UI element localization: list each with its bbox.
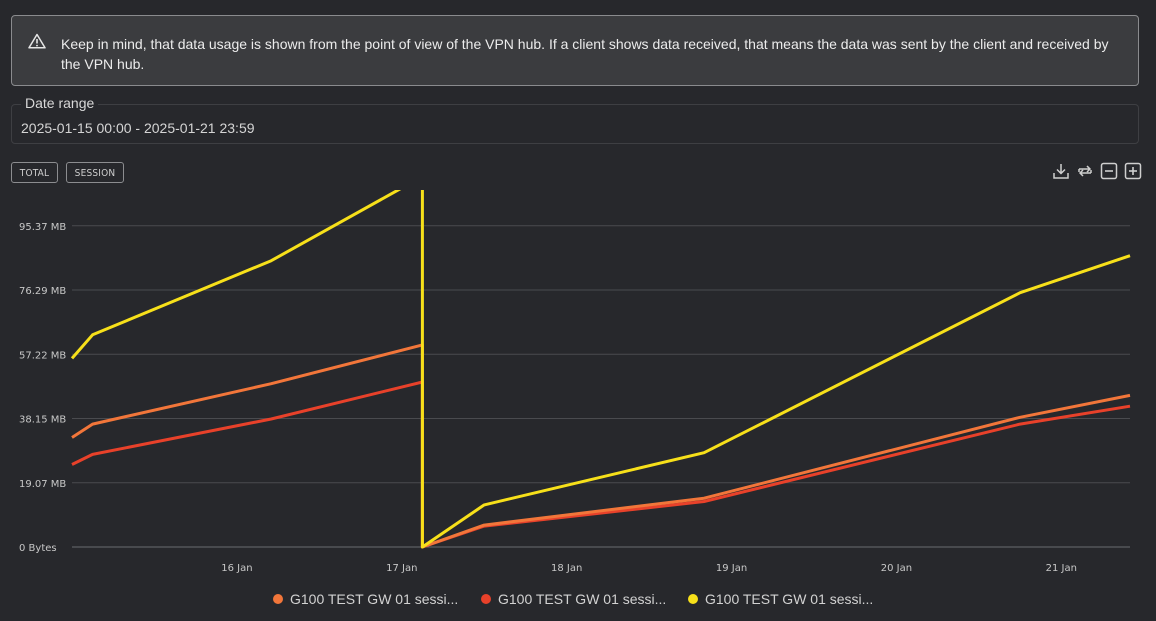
zoom-in-icon[interactable] <box>1124 162 1142 180</box>
notice-text: Keep in mind, that data usage is shown f… <box>61 36 1109 72</box>
total-toggle-button[interactable]: TOTAL <box>11 162 58 183</box>
y-tick-label: 95.37 MB <box>19 222 66 233</box>
y-tick-label: 57.22 MB <box>19 350 66 361</box>
info-notice: Keep in mind, that data usage is shown f… <box>11 15 1139 86</box>
x-tick-label: 17 Jan <box>386 563 417 574</box>
series-line-2[interactable] <box>71 380 1131 549</box>
zoom-out-icon[interactable] <box>1100 162 1118 180</box>
legend-item-3[interactable]: G100 TEST GW 01 sessi... <box>688 590 878 608</box>
date-range-value[interactable]: 2025-01-15 00:00 - 2025-01-21 23:59 <box>21 120 255 136</box>
reset-icon[interactable] <box>1076 162 1094 180</box>
legend-label: G100 TEST GW 01 sessi... <box>705 591 874 607</box>
legend-marker <box>273 594 283 604</box>
series-line-3[interactable] <box>70 190 1131 549</box>
warning-triangle-icon <box>28 33 46 49</box>
legend-label: G100 TEST GW 01 sessi... <box>498 591 667 607</box>
y-tick-label: 76.29 MB <box>19 286 66 297</box>
x-tick-label: 20 Jan <box>881 563 912 574</box>
y-tick-label: 38.15 MB <box>19 415 66 426</box>
y-tick-label: 0 Bytes <box>19 543 57 554</box>
series-line-1[interactable] <box>71 343 1131 549</box>
download-icon[interactable] <box>1052 162 1070 180</box>
legend-label: G100 TEST GW 01 sessi... <box>290 591 459 607</box>
chart-legend: G100 TEST GW 01 sessi... G100 TEST GW 01 … <box>0 590 1156 610</box>
usage-chart: 0 Bytes 19.07 MB 38.15 MB 57.22 MB 76.29 MB 9… <box>19 190 1131 574</box>
session-toggle-button[interactable]: SESSION <box>66 162 124 183</box>
date-range-label: Date range <box>21 95 99 111</box>
legend-marker <box>481 594 491 604</box>
x-tick-label: 19 Jan <box>716 563 747 574</box>
x-tick-label: 16 Jan <box>221 563 252 574</box>
legend-item-2[interactable]: G100 TEST GW 01 sessi... <box>481 590 671 608</box>
legend-marker <box>688 594 698 604</box>
x-tick-label: 18 Jan <box>551 563 582 574</box>
y-tick-label: 19.07 MB <box>19 479 66 490</box>
x-tick-label: 21 Jan <box>1046 563 1077 574</box>
date-range-field[interactable]: Date range 2025-01-15 00:00 - 2025-01-21… <box>11 95 1139 144</box>
legend-item-1[interactable]: G100 TEST GW 01 sessi... <box>273 590 463 608</box>
